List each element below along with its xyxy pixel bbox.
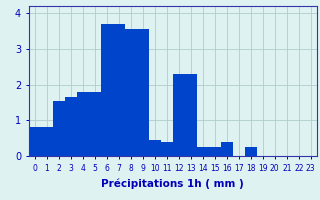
Bar <box>245 147 257 156</box>
Bar <box>161 142 173 156</box>
Bar <box>113 24 125 156</box>
Bar <box>221 142 233 156</box>
Bar <box>101 24 113 156</box>
Bar <box>197 147 209 156</box>
Bar <box>149 140 161 156</box>
Bar <box>125 29 137 156</box>
Bar <box>65 97 77 156</box>
Bar <box>185 74 197 156</box>
Bar <box>41 127 53 156</box>
Bar <box>137 29 149 156</box>
Bar <box>173 74 185 156</box>
Bar <box>209 147 221 156</box>
X-axis label: Précipitations 1h ( mm ): Précipitations 1h ( mm ) <box>101 178 244 189</box>
Bar <box>89 92 101 156</box>
Bar <box>77 92 89 156</box>
Bar <box>53 101 65 156</box>
Bar <box>29 127 41 156</box>
